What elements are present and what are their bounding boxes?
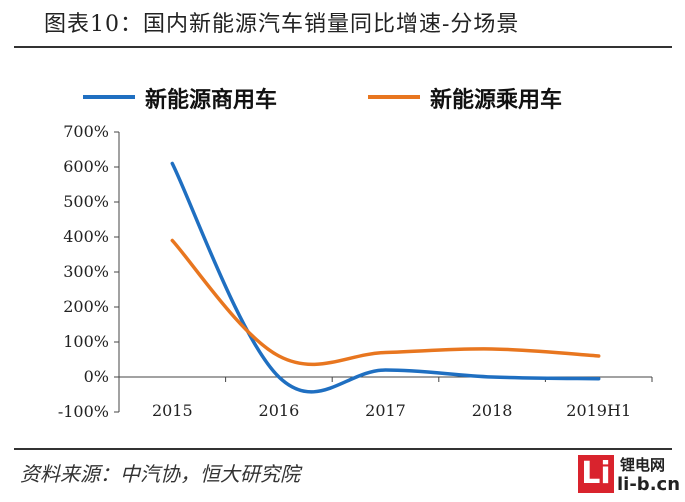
y-tick-label: 600% <box>63 157 109 176</box>
watermark-logo: Li <box>578 455 614 493</box>
title-divider <box>14 46 672 48</box>
watermark-cn: 锂电网 <box>620 456 666 474</box>
legend-swatch-commercial <box>83 95 135 99</box>
y-tick-label: 700% <box>63 122 109 141</box>
y-tick-label: 400% <box>63 227 109 246</box>
legend-label-commercial: 新能源商用车 <box>145 87 278 113</box>
x-tick-label: 2019H1 <box>566 401 631 420</box>
y-tick-label: 0% <box>84 367 109 386</box>
legend-label-passenger: 新能源乘用车 <box>430 87 563 113</box>
y-tick-label: 300% <box>63 262 109 281</box>
watermark-en: li-b.cn <box>617 474 681 495</box>
x-tick-label: 2016 <box>259 401 300 420</box>
y-tick-label: -100% <box>58 402 109 421</box>
legend-swatch-passenger <box>368 95 420 99</box>
chart-legend: 新能源商用车 新能源乘用车 <box>0 82 685 113</box>
y-tick-label: 500% <box>63 192 109 211</box>
y-tick-label: 100% <box>63 332 109 351</box>
y-tick-label: 200% <box>63 297 109 316</box>
x-tick-label: 2017 <box>365 401 406 420</box>
series-line-passenger <box>170 238 601 367</box>
source-note: 资料来源：中汽协，恒大研究院 <box>20 462 300 486</box>
footer-divider <box>14 448 672 450</box>
x-tick-label: 2018 <box>472 401 513 420</box>
chart-title: 图表10：国内新能源汽车销量同比增速-分场景 <box>44 12 520 37</box>
x-tick-label: 2015 <box>152 401 193 420</box>
series-line-commercial <box>170 161 601 394</box>
